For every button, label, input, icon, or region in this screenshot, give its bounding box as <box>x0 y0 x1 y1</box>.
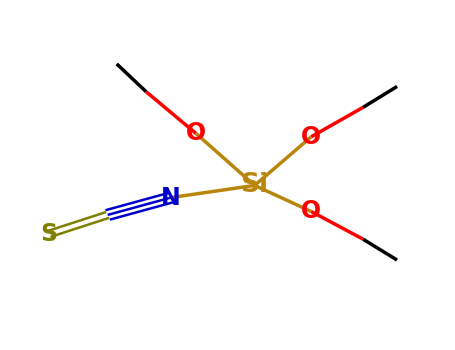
Text: N: N <box>161 186 181 210</box>
Text: O: O <box>301 199 321 223</box>
Text: S: S <box>40 222 57 246</box>
Text: Si: Si <box>241 173 269 198</box>
Text: O: O <box>186 121 206 145</box>
Text: O: O <box>301 125 321 149</box>
